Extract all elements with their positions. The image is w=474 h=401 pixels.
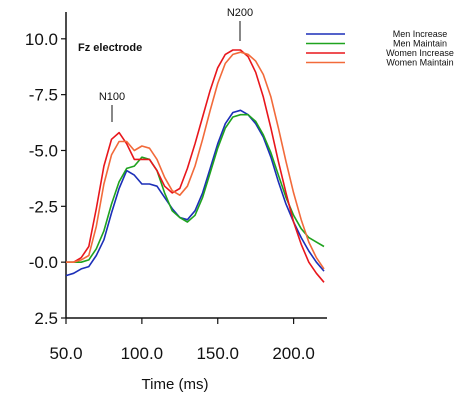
x-tick-label: 200.0	[272, 344, 315, 363]
legend-label: Men Maintain	[393, 39, 447, 49]
series-line-2	[66, 49, 325, 283]
electrode-label: Fz electrode	[78, 42, 142, 54]
series-line-3	[66, 51, 325, 270]
y-tick-label: 2.5	[34, 309, 58, 328]
legend-label: Women Increase	[386, 48, 454, 58]
axes: 10.0 -7.5 -5.0 -2.5 -0.0 2.5 50.0 100.0 150.0 200…	[25, 12, 327, 363]
y-tick-label: 10.0	[25, 30, 58, 49]
y-tick-label: -2.5	[29, 197, 58, 216]
x-tick-label: 100.0	[121, 344, 164, 363]
series-line-0	[65, 109, 325, 277]
y-tick-label: -5.0	[29, 141, 58, 160]
series-line-1	[66, 113, 325, 264]
x-tick-label: 150.0	[196, 344, 239, 363]
legend-label: Men Increase	[393, 29, 448, 39]
n100-label: N100	[99, 91, 125, 103]
legend-label: Women Maintain	[386, 58, 453, 68]
series-layer	[65, 49, 325, 283]
x-axis-title: Time (ms)	[142, 376, 209, 393]
y-tick-label: -7.5	[29, 86, 58, 105]
x-tick-label: 50.0	[49, 344, 82, 363]
n200-label: N200	[227, 7, 253, 19]
annotation-layer: Fz electrode N100 N200	[78, 7, 253, 122]
y-tick-label: -0.0	[29, 253, 58, 272]
